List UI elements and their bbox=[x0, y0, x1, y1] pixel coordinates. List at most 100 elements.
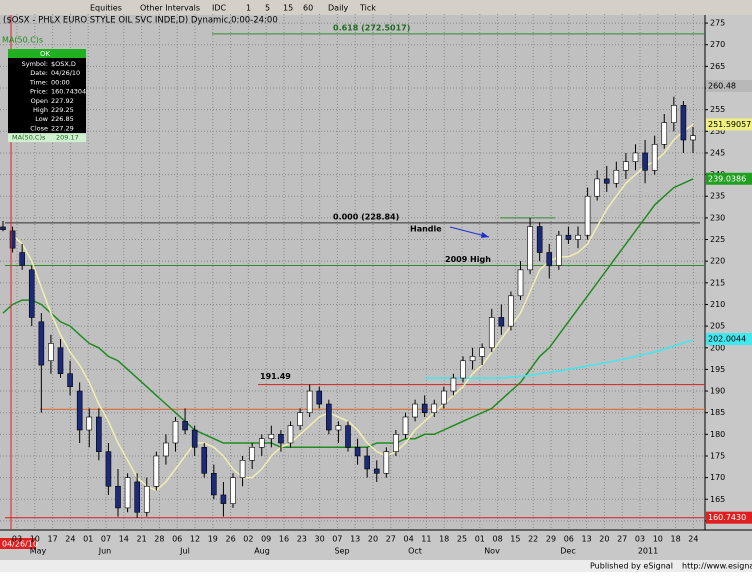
x-tick-label: 15 bbox=[510, 535, 520, 544]
candle-body bbox=[594, 178, 600, 197]
x-tick-label: 22 bbox=[528, 535, 538, 544]
ma-line bbox=[424, 339, 694, 379]
toolbar-text[interactable]: Other Intervals bbox=[140, 4, 200, 13]
candle-body bbox=[143, 485, 150, 513]
candle-body bbox=[651, 143, 658, 171]
candle-body bbox=[57, 347, 64, 375]
info-box-status-bg bbox=[8, 49, 86, 58]
level-label: 2009 High bbox=[445, 255, 491, 264]
x-tick-label: 25 bbox=[457, 535, 467, 544]
x-tick-label: 20 bbox=[599, 535, 609, 544]
y-tick-label: 225 bbox=[710, 235, 725, 244]
toolbar-text[interactable]: 1 bbox=[246, 4, 251, 13]
info-box-bg bbox=[8, 49, 86, 141]
y-tick-label: 165 bbox=[710, 495, 725, 504]
candle-body bbox=[9, 230, 16, 249]
y-tick-label: 235 bbox=[710, 192, 725, 201]
candle-body bbox=[191, 429, 198, 448]
price-tag-label: 239.0386 bbox=[708, 174, 746, 183]
candle-body bbox=[278, 434, 284, 444]
level-label: 191.49 bbox=[260, 372, 291, 381]
toolbar bbox=[0, 0, 752, 15]
y-tick-label: 170 bbox=[710, 473, 725, 482]
candle-body bbox=[28, 269, 35, 318]
y-tick-label: 215 bbox=[710, 278, 725, 287]
toolbar-text[interactable]: Daily bbox=[328, 4, 349, 13]
candle-body bbox=[613, 169, 620, 184]
candle-body bbox=[546, 252, 553, 266]
candle-body bbox=[393, 434, 399, 452]
info-value: 229.25 bbox=[51, 106, 74, 114]
candle-body bbox=[383, 451, 390, 474]
x-tick-label: 10 bbox=[30, 535, 40, 544]
info-label: Price: bbox=[30, 88, 48, 96]
candle-body bbox=[412, 403, 418, 418]
info-value: 226.85 bbox=[51, 115, 74, 123]
plot-area bbox=[0, 15, 705, 530]
x-tick-label: 21 bbox=[137, 535, 147, 544]
candle-body bbox=[556, 234, 562, 266]
candle-body bbox=[326, 403, 332, 431]
price-tag-label: 251.59057 bbox=[708, 120, 751, 129]
candle-body bbox=[431, 403, 438, 413]
x-tick-label: 01 bbox=[83, 535, 93, 544]
toolbar-text[interactable]: 60 bbox=[303, 4, 313, 13]
candle-body bbox=[19, 252, 25, 266]
info-value: 00:00 bbox=[51, 78, 70, 86]
x-month-label: Aug bbox=[254, 547, 270, 556]
candle-body bbox=[201, 447, 208, 474]
x-tick-label: 28 bbox=[154, 535, 164, 544]
x-month-label: Jun bbox=[98, 547, 112, 556]
candle-body bbox=[632, 152, 639, 162]
candle-body bbox=[661, 122, 668, 145]
x-month-label: Jul bbox=[179, 547, 190, 556]
x-tick-label: 12 bbox=[190, 535, 200, 544]
x-tick-label: 09 bbox=[261, 535, 271, 544]
ma-line bbox=[12, 123, 694, 492]
info-label: Close bbox=[30, 124, 48, 132]
candle-body bbox=[335, 425, 342, 431]
x-tick-label: 11 bbox=[421, 535, 431, 544]
x-tick-label: 29 bbox=[546, 535, 556, 544]
candle-body bbox=[163, 442, 169, 457]
legend-entry: MA(50,C)s bbox=[2, 36, 43, 45]
candle-body bbox=[354, 447, 361, 457]
candle-body bbox=[38, 321, 45, 366]
x-tick-label: 16 bbox=[279, 535, 289, 544]
candle-body bbox=[115, 485, 121, 509]
x-tick-label: 18 bbox=[671, 535, 681, 544]
toolbar-text[interactable]: 15 bbox=[283, 4, 293, 13]
x-tick-label: 13 bbox=[582, 535, 592, 544]
candle-body bbox=[134, 481, 140, 513]
info-value: 04/26/10 bbox=[51, 69, 80, 77]
price-tag bbox=[706, 333, 752, 346]
x-tick-label: 07 bbox=[101, 535, 111, 544]
info-label: Time: bbox=[29, 78, 48, 86]
x-tick-label: 07 bbox=[332, 535, 342, 544]
candle-body bbox=[258, 438, 265, 448]
candle-body bbox=[182, 421, 188, 431]
candle-body bbox=[527, 226, 533, 271]
level-label: 0.000 (228.84) bbox=[333, 212, 399, 221]
candle-body bbox=[268, 434, 275, 439]
candle-body bbox=[96, 416, 102, 452]
footer-url[interactable]: http://www.esignal.com bbox=[682, 562, 752, 571]
x-tick-label: 23 bbox=[297, 535, 307, 544]
info-row-bg bbox=[8, 133, 86, 143]
price-tag-label: 202.0044 bbox=[708, 335, 746, 344]
toolbar-text[interactable]: IDC bbox=[212, 4, 227, 13]
x-tick-label: 08 bbox=[493, 535, 503, 544]
candle-body bbox=[172, 421, 179, 444]
candle-body bbox=[642, 152, 648, 171]
candle-body bbox=[402, 416, 409, 435]
y-tick-label: 275 bbox=[710, 19, 725, 28]
toolbar-text[interactable]: 5 bbox=[265, 4, 270, 13]
toolbar-text[interactable]: Tick bbox=[359, 4, 376, 13]
x-tick-label: 17 bbox=[48, 535, 58, 544]
candle-body bbox=[249, 447, 255, 461]
price-tag bbox=[706, 172, 752, 185]
x-tick-label: 06 bbox=[172, 535, 182, 544]
y-tick-label: 270 bbox=[710, 40, 725, 49]
footer-published: Published by eSignal bbox=[590, 562, 673, 571]
